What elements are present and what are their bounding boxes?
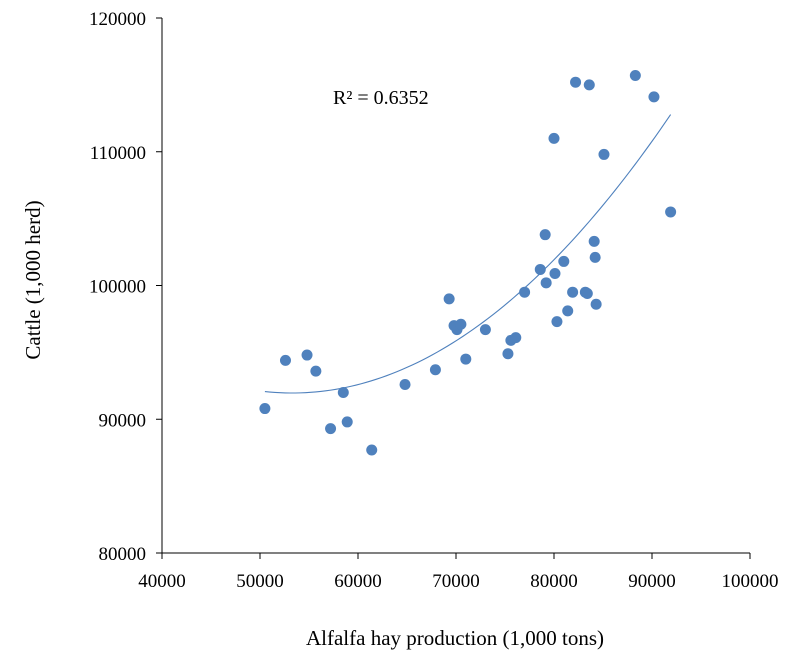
data-point [540,277,552,289]
data-point [588,235,600,247]
data-point [589,251,601,263]
x-axis-title: Alfalfa hay production (1,000 tons) [306,626,604,650]
trendline-group [264,114,672,394]
data-point [598,148,610,160]
y-tick-label: 120000 [89,9,146,30]
data-point [399,378,411,390]
data-point [455,318,467,330]
y-axis-title: Cattle (1,000 herd) [21,200,45,359]
x-tick-label: 60000 [334,571,382,592]
data-point [558,255,570,267]
data-point [539,229,551,241]
data-point [460,353,472,365]
y-tick-label: 90000 [99,410,147,431]
data-point [570,76,582,88]
y-tick-label: 80000 [99,544,147,565]
x-tick-label: 40000 [138,571,186,592]
data-point [301,349,313,361]
data-point [341,416,353,428]
data-point [534,263,546,275]
data-point [583,79,595,91]
data-point [479,324,491,336]
x-tick-label: 80000 [530,571,578,592]
data-point [310,365,322,377]
data-point [648,91,660,103]
data-point [567,286,579,298]
data-point [581,288,593,300]
data-point [429,364,441,376]
trendline [264,114,672,394]
x-tick-label: 100000 [722,571,779,592]
y-tick-label: 110000 [90,143,146,164]
data-point [443,293,455,305]
data-points [259,70,677,456]
x-tick-label: 50000 [236,571,284,592]
x-tick-label: 90000 [628,571,676,592]
data-point [562,305,574,317]
data-point [665,206,677,218]
data-point [548,132,560,144]
data-point [502,348,514,360]
data-point [259,403,271,415]
data-point [279,354,291,366]
r-squared-annotation: R² = 0.6352 [333,87,429,109]
data-point [551,316,563,328]
y-tick-label: 100000 [89,277,146,298]
x-tick-label: 70000 [432,571,480,592]
data-point [590,298,602,310]
data-point [549,267,561,279]
data-point [366,444,378,456]
data-point [519,286,531,298]
labels: Alfalfa hay production (1,000 tons) Catt… [21,87,604,650]
data-point [325,423,337,435]
data-point [510,332,522,344]
axes: 40000 50000 60000 70000 80000 90000 100000 8000… [89,9,779,592]
data-point [337,387,349,398]
data-point [629,70,641,82]
